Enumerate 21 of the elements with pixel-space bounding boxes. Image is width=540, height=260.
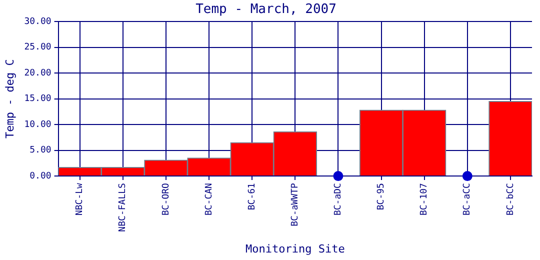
y-tick-label: 25.00 — [24, 42, 52, 53]
x-tick-label: BC-107 — [420, 183, 430, 216]
y-tick-label: 10.00 — [24, 120, 52, 130]
x-axis-title: Monitoring Site — [245, 242, 345, 256]
y-tick-label: 20.00 — [24, 68, 52, 78]
x-tick-label: NBC-FALLS — [118, 183, 128, 232]
chart-title: Temp - March, 2007 — [196, 2, 336, 18]
x-tick-label: BC-aCC — [462, 183, 473, 216]
y-tick-label: 5.00 — [30, 146, 52, 156]
x-tick-label: BC-ORO — [161, 183, 172, 216]
x-tick-label: BC-bCC — [506, 183, 516, 216]
x-tick-label: BC-aWWTP — [290, 182, 300, 226]
x-tick-label: NBC-Lw — [75, 182, 86, 216]
x-tick-label: BC-aDC — [334, 183, 344, 216]
x-tick-label: BC-95 — [376, 183, 387, 210]
x-tick-label: BC-CAN — [204, 183, 214, 216]
y-tick-label: 15.00 — [24, 94, 52, 104]
y-tick-label: 30.00 — [24, 16, 52, 27]
x-tick-label: BC-61 — [247, 183, 258, 210]
y-tick-label: 0.00 — [30, 171, 52, 182]
y-axis-title: Temp - deg C — [3, 59, 16, 139]
